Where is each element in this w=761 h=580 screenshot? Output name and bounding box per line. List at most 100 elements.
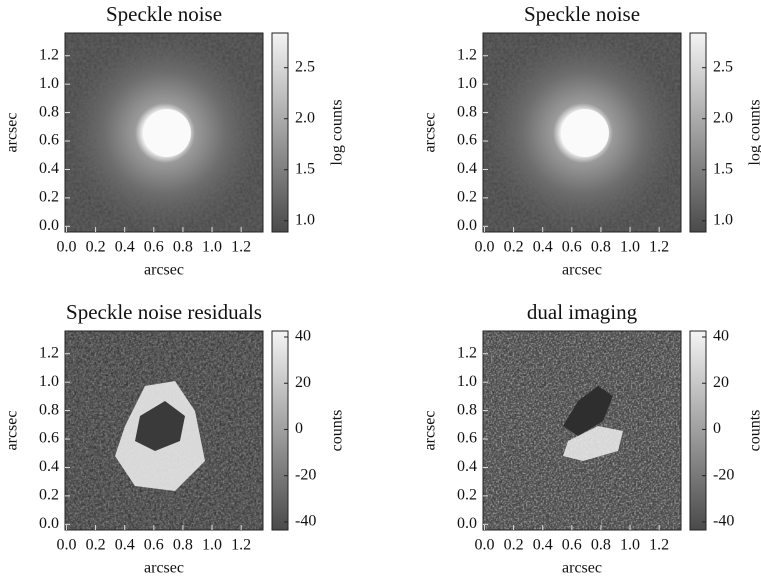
colorbar-tick-label: 1.5 (713, 160, 733, 177)
colorbar-tick-label: 20 (295, 374, 311, 391)
panel-title: dual imaging (527, 300, 638, 324)
x-tick-label: 1.2 (231, 239, 251, 256)
x-tick-label: 1.0 (202, 239, 222, 256)
image-dark (563, 386, 613, 436)
y-tick-label: 0.6 (39, 132, 59, 149)
panel: Speckle noise arcsec arcsec 0.0 0.2 0.4 0.6 0.8… (422, 2, 761, 279)
colorbar-tick-label: 40 (713, 328, 729, 345)
x-axis-label: arcsec (562, 560, 602, 577)
x-tick-label: 0.8 (173, 537, 193, 554)
image-frame (482, 32, 682, 233)
y-tick-label: 0.8 (39, 401, 59, 418)
colorbar (689, 330, 707, 531)
x-tick-label: 0.4 (115, 537, 135, 554)
colorbar-label: log counts (329, 99, 346, 165)
panel-title: Speckle noise (524, 2, 640, 26)
x-tick-label: 1.2 (649, 537, 669, 554)
panel-title: Speckle noise residuals (66, 300, 262, 324)
colorbar-label: counts (747, 410, 761, 452)
x-tick-label: 0.4 (533, 239, 553, 256)
y-tick-label: 0.2 (39, 487, 59, 504)
colorbar-tick-label: 2.0 (713, 109, 733, 126)
colorbar-tick-label: 0 (295, 420, 303, 437)
x-tick-label: 0.6 (562, 537, 582, 554)
x-tick-label: 0.0 (474, 239, 494, 256)
colorbar-tick-label: 20 (713, 374, 729, 391)
y-tick-label: 0.8 (457, 401, 477, 418)
x-tick-label: 0.8 (591, 239, 611, 256)
y-axis-label: arcsec (4, 411, 21, 451)
y-tick-label: 1.0 (457, 373, 477, 390)
colorbar-tick-label: 1.5 (295, 160, 315, 177)
x-tick-label: 0.6 (144, 537, 164, 554)
y-tick-label: 0.6 (39, 430, 59, 447)
colorbar-tick-label: 40 (295, 328, 311, 345)
panel-title: Speckle noise (106, 2, 222, 26)
panel: Speckle noise arcsec arcsec 0.0 0.2 0.4 0.6 0.8… (4, 2, 346, 279)
y-tick-label: 1.2 (457, 344, 477, 361)
x-axis-label: arcsec (144, 560, 184, 577)
x-tick-label: 1.0 (620, 537, 640, 554)
panel: Speckle noise residuals arcsec arcsec 0.0 0.… (4, 300, 346, 577)
x-tick-label: 1.0 (202, 537, 222, 554)
image-core (561, 109, 609, 157)
colorbar-tick-label: 1.0 (713, 211, 733, 228)
y-tick-label: 0.8 (457, 103, 477, 120)
x-tick-label: 1.2 (649, 239, 669, 256)
y-tick-label: 0.4 (457, 160, 477, 177)
y-axis-label: arcsec (4, 113, 21, 153)
x-tick-label: 0.4 (533, 537, 553, 554)
y-tick-label: 1.2 (39, 46, 59, 63)
y-tick-label: 0.2 (457, 189, 477, 206)
y-tick-label: 0.8 (39, 103, 59, 120)
colorbar (271, 330, 289, 531)
y-tick-label: 1.0 (39, 75, 59, 92)
x-tick-label: 0.2 (504, 537, 524, 554)
y-tick-label: 1.2 (457, 46, 477, 63)
y-tick-label: 0.4 (39, 458, 59, 475)
y-tick-label: 0.4 (457, 458, 477, 475)
x-tick-label: 1.0 (620, 239, 640, 256)
colorbar (689, 32, 707, 233)
x-tick-label: 0.0 (56, 239, 76, 256)
y-tick-label: 1.2 (39, 344, 59, 361)
x-tick-label: 0.2 (86, 537, 106, 554)
x-axis-label: arcsec (562, 262, 602, 279)
y-tick-label: 0.4 (39, 160, 59, 177)
x-tick-label: 0.6 (562, 239, 582, 256)
colorbar-tick-label: 1.0 (295, 211, 315, 228)
image-dark (135, 401, 185, 451)
image-frame (482, 330, 682, 531)
x-tick-label: 0.0 (56, 537, 76, 554)
image-frame (64, 32, 264, 233)
colorbar-tick-label: -20 (713, 466, 734, 483)
x-tick-label: 0.4 (115, 239, 135, 256)
colorbar-tick-label: 0 (713, 420, 721, 437)
image-core (143, 109, 191, 157)
colorbar-tick-label: -40 (295, 513, 316, 530)
y-axis-label: arcsec (422, 113, 439, 153)
image-frame (64, 330, 264, 531)
y-tick-label: 0.2 (457, 487, 477, 504)
x-tick-label: 0.8 (173, 239, 193, 256)
x-axis-label: arcsec (144, 262, 184, 279)
colorbar-tick-label: 2.0 (295, 109, 315, 126)
y-tick-label: 0.0 (457, 515, 477, 532)
y-tick-label: 0.6 (457, 132, 477, 149)
colorbar-label: counts (329, 410, 346, 452)
colorbar (271, 32, 289, 233)
image-bright (563, 426, 623, 461)
y-tick-label: 0.0 (39, 515, 59, 532)
colorbar-tick-label: 2.5 (295, 58, 315, 75)
x-tick-label: 1.2 (231, 537, 251, 554)
y-tick-label: 0.2 (39, 189, 59, 206)
y-axis-label: arcsec (422, 411, 439, 451)
y-tick-label: 0.0 (39, 217, 59, 234)
colorbar-tick-label: -20 (295, 466, 316, 483)
colorbar-tick-label: 2.5 (713, 58, 733, 75)
colorbar-label: log counts (747, 99, 761, 165)
panel: dual imaging arcsec arcsec 0.0 0.2 0.4 0.6 0.8 1… (422, 300, 761, 577)
x-tick-label: 0.8 (591, 537, 611, 554)
x-tick-label: 0.2 (504, 239, 524, 256)
